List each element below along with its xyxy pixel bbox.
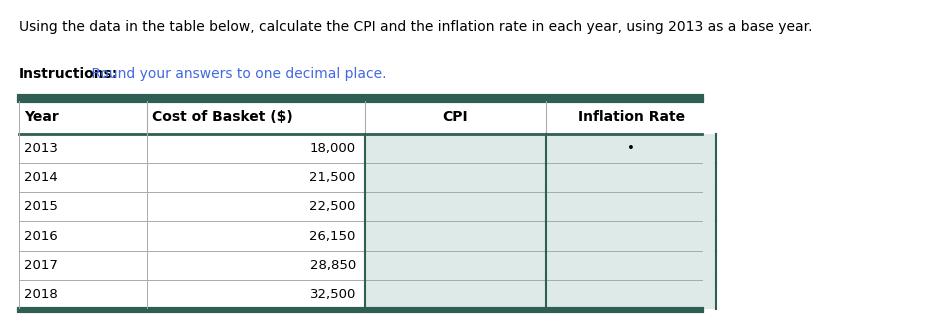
Bar bbox=[546, 251, 716, 280]
Text: 2018: 2018 bbox=[24, 288, 58, 301]
Bar bbox=[365, 221, 546, 251]
Text: 2015: 2015 bbox=[24, 200, 58, 213]
Text: 28,850: 28,850 bbox=[309, 259, 356, 272]
Bar bbox=[546, 134, 716, 163]
Text: Cost of Basket ($): Cost of Basket ($) bbox=[152, 110, 292, 124]
Bar bbox=[19, 134, 365, 163]
Bar bbox=[546, 163, 716, 192]
Text: •: • bbox=[627, 142, 635, 155]
Bar bbox=[546, 280, 716, 309]
Bar bbox=[546, 192, 716, 221]
Text: 21,500: 21,500 bbox=[309, 171, 356, 184]
Bar bbox=[365, 280, 546, 309]
Bar bbox=[19, 221, 365, 251]
Text: 2013: 2013 bbox=[24, 142, 58, 155]
Bar bbox=[365, 251, 546, 280]
Text: Round your answers to one decimal place.: Round your answers to one decimal place. bbox=[87, 67, 387, 81]
Text: Inflation Rate: Inflation Rate bbox=[578, 110, 684, 124]
Bar bbox=[19, 192, 365, 221]
Text: 26,150: 26,150 bbox=[309, 229, 356, 243]
Text: 2014: 2014 bbox=[24, 171, 58, 184]
Bar bbox=[365, 192, 546, 221]
Bar bbox=[19, 251, 365, 280]
Text: CPI: CPI bbox=[442, 110, 469, 124]
Text: 2017: 2017 bbox=[24, 259, 58, 272]
Bar bbox=[19, 280, 365, 309]
Text: Using the data in the table below, calculate the CPI and the inflation rate in e: Using the data in the table below, calcu… bbox=[19, 20, 812, 34]
Text: 18,000: 18,000 bbox=[309, 142, 356, 155]
Text: Year: Year bbox=[24, 110, 59, 124]
Bar bbox=[365, 163, 546, 192]
Bar bbox=[19, 100, 702, 134]
Text: Instructions:: Instructions: bbox=[19, 67, 119, 81]
Text: 22,500: 22,500 bbox=[309, 200, 356, 213]
Text: 32,500: 32,500 bbox=[309, 288, 356, 301]
Bar bbox=[19, 163, 365, 192]
Text: 2016: 2016 bbox=[24, 229, 58, 243]
Bar bbox=[546, 221, 716, 251]
Bar bbox=[365, 134, 546, 163]
